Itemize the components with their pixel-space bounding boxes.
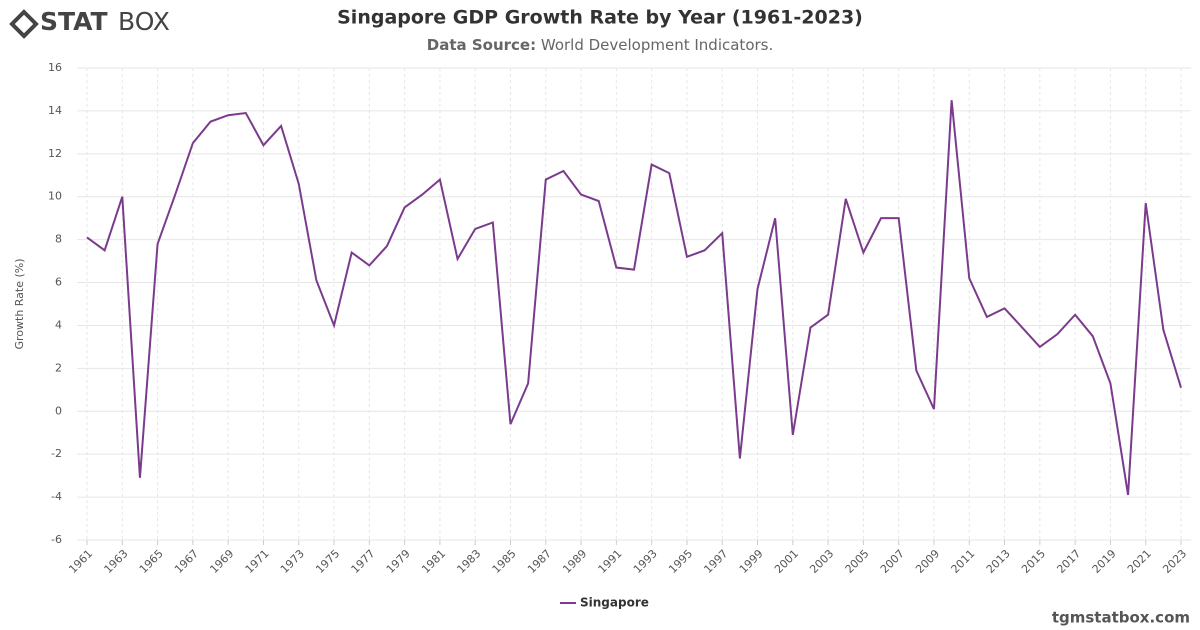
x-tick-label: 2015 — [1019, 547, 1048, 576]
y-tick-label: 0 — [55, 404, 62, 417]
y-tick-label: 4 — [55, 318, 62, 331]
x-tick-label: 1961 — [66, 547, 95, 576]
subtitle-text: World Development Indicators. — [541, 36, 773, 54]
logo-bold: STAT — [40, 7, 108, 36]
x-tick-label: 1995 — [666, 547, 695, 576]
x-tick-label: 1981 — [419, 547, 448, 576]
x-tick-label: 1993 — [631, 547, 660, 576]
x-tick-label: 2023 — [1160, 547, 1189, 576]
y-tick-label: -6 — [51, 533, 62, 546]
x-tick-label: 2009 — [913, 547, 942, 576]
x-tick-label: 1985 — [490, 547, 519, 576]
subtitle-label: Data Source: — [427, 36, 536, 54]
x-tick-label: 1965 — [137, 547, 166, 576]
logo-icon — [9, 9, 39, 39]
x-tick-label: 1991 — [596, 547, 625, 576]
y-tick-label: 14 — [48, 104, 62, 117]
y-tick-label: 16 — [48, 61, 62, 74]
x-tick-label: 2007 — [878, 547, 907, 576]
y-tick-label: 6 — [55, 276, 62, 289]
chart-title: Singapore GDP Growth Rate by Year (1961-… — [337, 7, 863, 29]
y-tick-label: -4 — [51, 490, 62, 503]
x-tick-label: 1999 — [737, 547, 766, 576]
x-tick-label: 1979 — [384, 547, 413, 576]
x-tick-label: 1969 — [207, 547, 236, 576]
x-tick-label: 1975 — [313, 547, 342, 576]
y-tick-label: 8 — [55, 233, 62, 246]
footer: tgmstatbox.com — [1052, 609, 1190, 627]
x-tick-label: 2011 — [949, 547, 978, 576]
y-tick-label: 10 — [48, 190, 62, 203]
x-tick-label: 2017 — [1054, 547, 1083, 576]
x-tick-label: 1997 — [701, 547, 730, 576]
x-tick-label: 1967 — [172, 547, 201, 576]
x-tick-label: 2001 — [772, 547, 801, 576]
chart-subtitle: Data Source: World Development Indicator… — [427, 36, 774, 54]
x-tick-label: 2013 — [984, 547, 1013, 576]
y-tick-label: -2 — [51, 447, 62, 460]
y-tick-label: 12 — [48, 147, 62, 160]
x-tick-label: 1989 — [560, 547, 589, 576]
x-tick-label: 1973 — [278, 547, 307, 576]
logo-light: BOX — [118, 7, 170, 36]
x-tick-label: 1963 — [102, 547, 131, 576]
x-tick-label: 1983 — [454, 547, 483, 576]
logo: STAT BOX — [9, 7, 170, 39]
y-tick-label: 2 — [55, 361, 62, 374]
x-tick-label: 2019 — [1090, 547, 1119, 576]
x-tick-label: 2003 — [807, 547, 836, 576]
x-tick-label: 1971 — [243, 547, 272, 576]
legend-label: Singapore — [580, 596, 649, 610]
x-tick-label: 1977 — [349, 547, 378, 576]
x-tick-label: 2005 — [843, 547, 872, 576]
y-axis-label: Growth Rate (%) — [13, 258, 26, 349]
x-tick-label: 1987 — [525, 547, 554, 576]
series-line — [86, 100, 1182, 496]
x-tick-label: 2021 — [1125, 547, 1154, 576]
